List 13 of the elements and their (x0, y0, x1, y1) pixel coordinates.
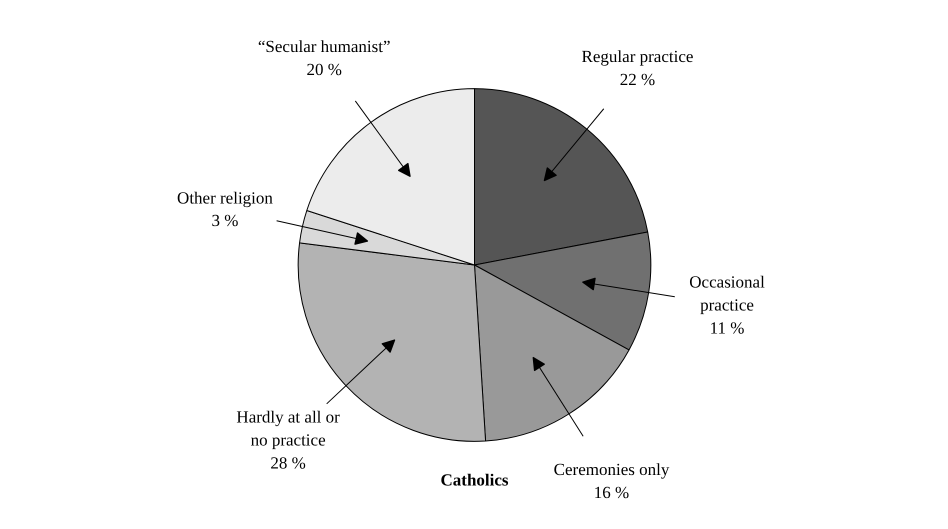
data-label: 22 % (620, 70, 656, 89)
slice-label: Hardly at all or no practice (236, 408, 340, 450)
data-label: 16 % (594, 482, 630, 502)
slice-label: Regular practice (582, 47, 694, 66)
text: Catholics (440, 470, 509, 490)
data-label: 3 % (212, 211, 238, 230)
slice-label: Ceremonies only (554, 460, 670, 479)
slice-label: “Secular humanist” (258, 37, 391, 56)
slice-label: Occasional practice (689, 272, 766, 314)
slice-label: Other religion (177, 188, 274, 208)
data-label: 28 % (270, 453, 306, 472)
data-label: 11 % (710, 318, 744, 338)
data-label: 20 % (306, 60, 342, 80)
